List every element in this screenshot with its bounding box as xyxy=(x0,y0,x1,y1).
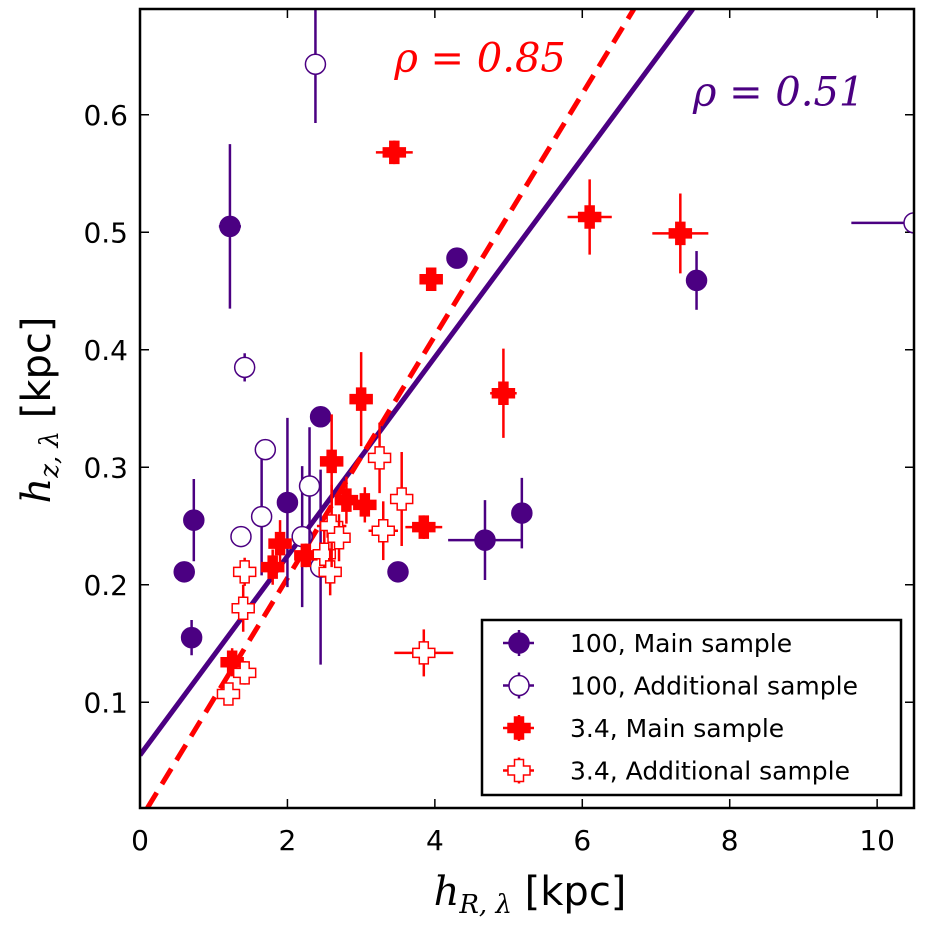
rho-annotation: ρ = 0.51 xyxy=(692,69,865,115)
annotations: ρ = 0.85 ρ = 0.51 xyxy=(393,35,864,115)
axis-ticks xyxy=(139,9,914,808)
y-tick-label: 0.4 xyxy=(83,334,128,367)
data-point xyxy=(491,381,516,405)
series-group xyxy=(220,140,709,677)
data-point xyxy=(903,212,914,234)
data-point xyxy=(260,555,285,579)
x-tick-label: 10 xyxy=(859,824,895,857)
data-point xyxy=(233,356,256,379)
data-point xyxy=(371,518,396,543)
data-point xyxy=(685,269,708,292)
data-point xyxy=(250,505,273,528)
x-axis-label: hR, λ [kpc] xyxy=(434,869,627,920)
data-point xyxy=(230,525,252,548)
data-point xyxy=(412,515,436,539)
data-point xyxy=(183,509,205,531)
y-axis-label: hz, λ [kpc] xyxy=(14,317,65,504)
data-point xyxy=(327,526,351,550)
tick-labels: 0 2 4 6 8 10 0.1 0.2 0.3 0.4 0.5 0.6 xyxy=(83,99,894,857)
data-point xyxy=(219,215,241,238)
legend: 100, Main sample 100, Additional sample 3.… xyxy=(480,618,903,797)
data-point xyxy=(254,438,277,461)
legend-marker xyxy=(508,632,530,654)
y-tick-label: 0.3 xyxy=(83,451,128,484)
x-tick-label: 4 xyxy=(426,824,444,857)
data-point xyxy=(319,449,344,474)
series-group xyxy=(216,422,454,706)
legend-label: 100, Main sample xyxy=(570,629,792,658)
data-points xyxy=(173,9,914,706)
data-point xyxy=(180,626,203,649)
data-point xyxy=(511,502,533,524)
legend-label: 3.4, Main sample xyxy=(570,714,784,743)
y-tick-label: 0.1 xyxy=(83,686,128,719)
data-point xyxy=(309,405,332,428)
data-point xyxy=(419,267,443,291)
plot-frame xyxy=(138,7,916,810)
data-point xyxy=(231,596,255,620)
data-point xyxy=(232,661,257,685)
data-point xyxy=(412,641,436,665)
data-point xyxy=(276,491,299,514)
data-point xyxy=(387,561,409,583)
legend-label: 3.4, Additional sample xyxy=(570,757,850,786)
legend-label: 100, Additional sample xyxy=(570,672,858,701)
data-point xyxy=(216,682,241,706)
fit-line xyxy=(145,9,637,808)
data-point xyxy=(349,387,373,411)
data-point xyxy=(318,560,342,584)
legend-box xyxy=(480,618,903,797)
data-point xyxy=(304,53,327,75)
series-group xyxy=(173,144,708,656)
fit-line xyxy=(140,9,695,757)
legend-marker xyxy=(507,716,531,740)
data-point xyxy=(298,475,321,497)
legend-marker xyxy=(507,758,531,783)
data-point xyxy=(334,488,359,512)
rho-annotation: ρ = 0.85 xyxy=(393,35,566,81)
x-tick-label: 2 xyxy=(279,824,297,857)
y-tick-label: 0.2 xyxy=(83,569,128,602)
data-point xyxy=(367,446,392,470)
y-tick-label: 0.6 xyxy=(83,99,128,132)
data-point xyxy=(389,487,414,511)
data-point xyxy=(577,205,602,229)
data-point xyxy=(232,560,257,584)
data-point xyxy=(294,543,318,568)
data-point xyxy=(353,493,377,517)
x-tick-label: 0 xyxy=(131,824,149,857)
data-point xyxy=(173,561,195,583)
data-point xyxy=(474,529,496,551)
data-point xyxy=(668,221,693,246)
x-tick-label: 8 xyxy=(721,824,739,857)
legend-marker xyxy=(508,674,530,697)
fit-lines xyxy=(140,9,695,808)
data-point xyxy=(382,140,407,165)
data-point xyxy=(268,531,292,556)
data-point xyxy=(446,247,468,269)
y-tick-label: 0.5 xyxy=(83,216,128,249)
x-tick-label: 6 xyxy=(573,824,591,857)
